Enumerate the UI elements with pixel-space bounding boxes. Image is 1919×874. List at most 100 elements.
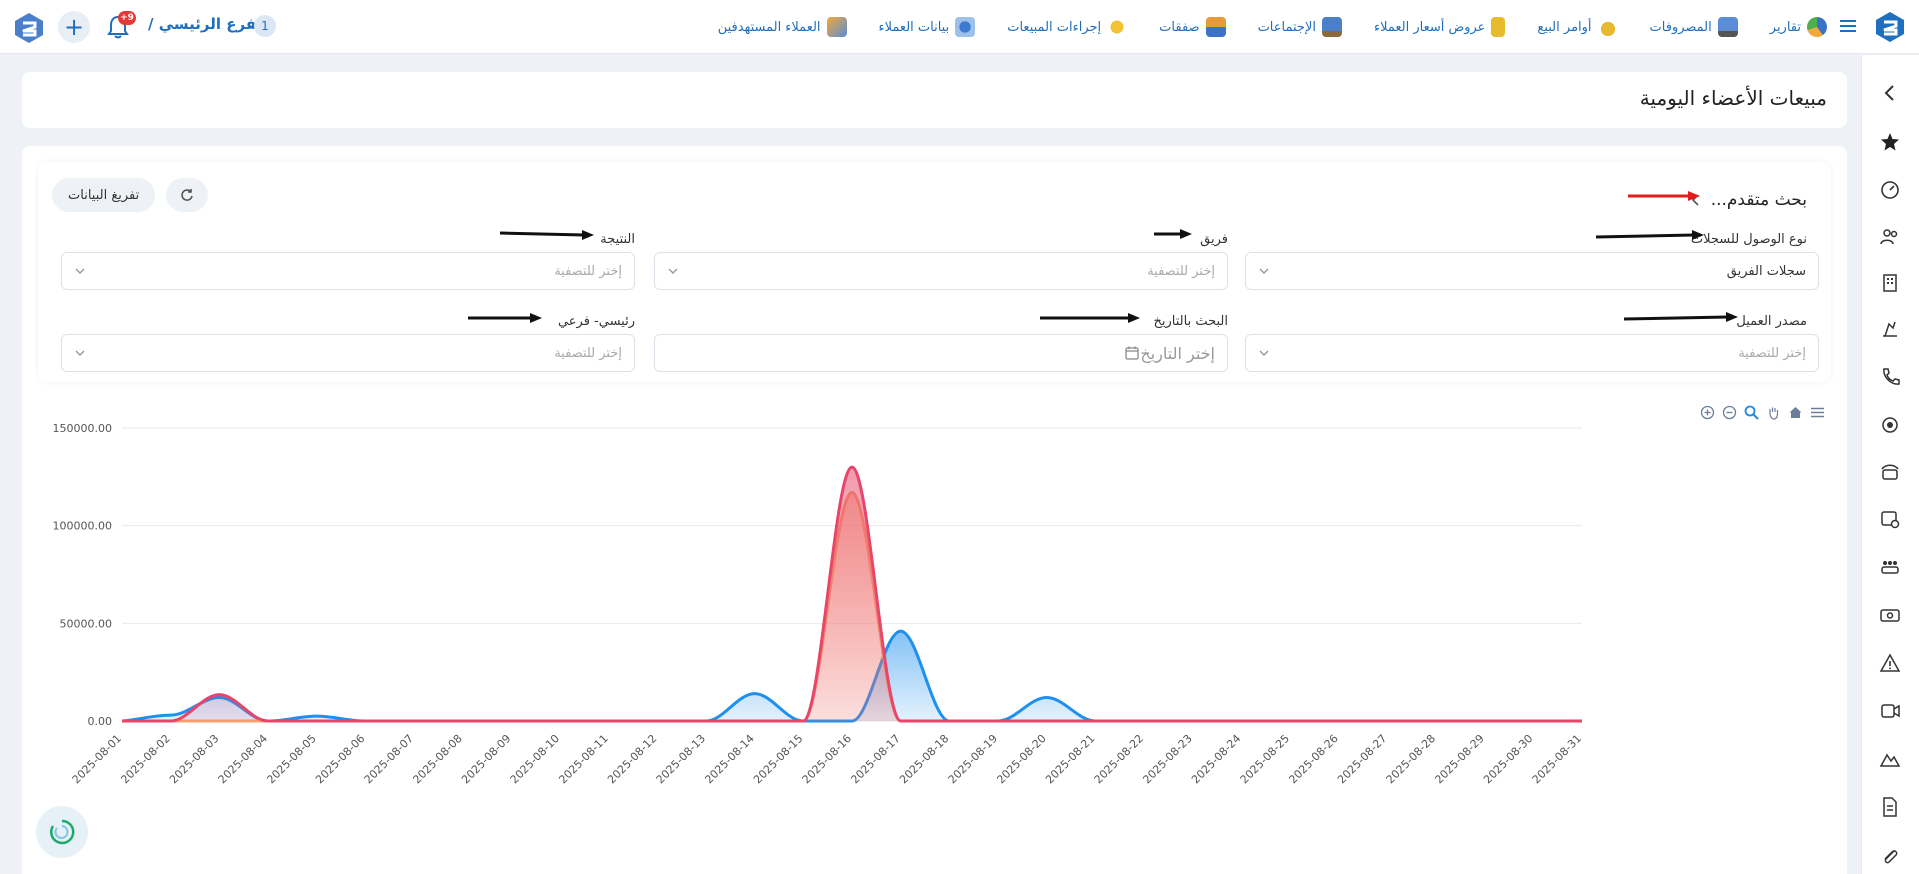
menu-icon[interactable] xyxy=(1839,17,1857,35)
building-icon[interactable] xyxy=(1878,271,1902,295)
branch-selector[interactable]: الفرع الرئيسي / xyxy=(148,15,268,33)
attachment-icon[interactable] xyxy=(1878,845,1902,869)
date-search-label: البحث بالتاريخ xyxy=(1153,314,1229,329)
x-tick-label: 2025-08-19 xyxy=(946,732,1000,786)
y-tick-label: 100000.00 xyxy=(53,520,113,533)
customer-source-label: مصدر العميل xyxy=(1736,314,1807,329)
x-tick-label: 2025-08-21 xyxy=(1043,732,1097,786)
calendar-settings-icon[interactable] xyxy=(1878,507,1902,531)
team-icon[interactable] xyxy=(1878,555,1902,579)
access-type-label: نوع الوصول للسجلات xyxy=(1690,232,1807,247)
x-tick-label: 2025-08-27 xyxy=(1335,732,1389,786)
main-sub-label: رئيسي- فرعي xyxy=(557,314,635,329)
users-icon[interactable] xyxy=(1878,225,1902,249)
x-tick-label: 2025-08-13 xyxy=(654,732,708,786)
x-tick-label: 2025-08-14 xyxy=(702,732,756,786)
sales-actions-icon xyxy=(1107,17,1128,37)
notification-badge: +9 xyxy=(118,11,136,25)
advanced-search-toggle[interactable]: بحث متقدم... xyxy=(1689,190,1807,210)
app-logo-icon[interactable] xyxy=(1873,10,1907,44)
nav-item-expenses[interactable]: المصروفات xyxy=(1650,17,1738,37)
money-icon[interactable] xyxy=(1878,603,1902,627)
spinner-icon xyxy=(50,819,75,845)
expenses-icon xyxy=(1717,17,1738,37)
access-type-select[interactable]: سجلات الفريق xyxy=(1245,252,1819,290)
annotation-arrow-team xyxy=(1154,229,1192,239)
series-area xyxy=(122,467,1582,721)
date-search-input[interactable]: إختر التاريخ xyxy=(654,334,1228,372)
main-card: بحث متقدم... تفريغ البيانات نوع الوصول ل… xyxy=(22,146,1847,874)
result-label: النتيجة xyxy=(600,232,635,247)
main-sub-select[interactable]: إختر للتصفية xyxy=(61,334,635,372)
nav-item-deals[interactable]: صفقات xyxy=(1159,17,1226,37)
x-tick-label: 2025-08-02 xyxy=(118,732,172,786)
telephone-icon[interactable] xyxy=(1878,460,1902,484)
phone-icon[interactable] xyxy=(1878,365,1902,389)
x-tick-label: 2025-08-15 xyxy=(751,732,805,786)
collapse-chevron-icon[interactable] xyxy=(1878,81,1902,105)
right-sidebar xyxy=(1861,55,1919,874)
customer-source-select[interactable]: إختر للتصفية xyxy=(1245,334,1819,372)
calendar-icon xyxy=(1125,346,1140,360)
deals-icon xyxy=(1205,17,1226,37)
document-money-icon[interactable] xyxy=(1878,795,1902,819)
annotation-arrow-main-sub xyxy=(468,313,542,323)
dashboard-gauge-icon[interactable] xyxy=(1878,177,1902,201)
terrain-icon[interactable] xyxy=(1878,747,1902,771)
x-tick-label: 2025-08-28 xyxy=(1384,732,1438,786)
secondary-logo-icon[interactable] xyxy=(12,11,46,45)
team-select[interactable]: إختر للتصفية xyxy=(654,252,1228,290)
result-select[interactable]: إختر للتصفية xyxy=(61,252,635,290)
nav-item-reports[interactable]: تقارير xyxy=(1770,17,1827,37)
target-icon[interactable] xyxy=(1878,413,1902,437)
top-bar: العملاء المستهدفين بيانات العملاء إجراءا… xyxy=(0,0,1919,54)
home-icon[interactable] xyxy=(1787,404,1803,420)
main-nav: العملاء المستهدفين بيانات العملاء إجراءا… xyxy=(718,0,1827,54)
reports-icon xyxy=(1807,17,1827,37)
chevron-down-icon xyxy=(75,268,85,274)
refresh-button[interactable] xyxy=(166,178,208,212)
nav-item-customer-data[interactable]: بيانات العملاء xyxy=(879,17,976,37)
filter-panel: بحث متقدم... تفريغ البيانات نوع الوصول ل… xyxy=(38,162,1831,382)
x-tick-label: 2025-08-09 xyxy=(459,732,513,786)
hamburger-menu-icon[interactable] xyxy=(1809,404,1825,420)
nav-item-sales-orders[interactable]: أوامر البيع xyxy=(1537,17,1618,37)
zoom-in-icon[interactable] xyxy=(1699,404,1715,420)
chevron-down-icon xyxy=(668,268,678,274)
star-icon[interactable] xyxy=(1878,130,1902,154)
add-button[interactable]: + xyxy=(58,11,90,43)
warning-icon[interactable] xyxy=(1878,651,1902,675)
x-tick-label: 2025-08-10 xyxy=(508,732,562,786)
nav-item-meetings[interactable]: الإجتماعات xyxy=(1258,17,1342,37)
nav-item-quotes[interactable]: عروض أسعار العملاء xyxy=(1374,17,1506,37)
series-line xyxy=(121,465,1582,723)
annotation-arrow-customer-source xyxy=(1624,312,1738,322)
magnifier-icon[interactable] xyxy=(1743,404,1759,420)
video-icon[interactable] xyxy=(1878,699,1902,723)
tools-icon[interactable] xyxy=(1878,317,1902,341)
x-tick-label: 2025-08-08 xyxy=(410,732,464,786)
sales-orders-icon xyxy=(1597,17,1618,37)
pan-hand-icon[interactable] xyxy=(1765,404,1781,420)
loading-widget[interactable] xyxy=(36,806,88,858)
nav-item-sales-actions[interactable]: إجراءات المبيعات xyxy=(1007,17,1128,37)
export-data-button[interactable]: تفريغ البيانات xyxy=(52,178,156,212)
x-tick-label: 2025-08-01 xyxy=(70,732,124,786)
x-tick-label: 2025-08-16 xyxy=(800,732,854,786)
x-tick-label: 2025-08-11 xyxy=(556,732,610,786)
y-tick-label: 0.00 xyxy=(88,715,113,728)
zoom-out-icon[interactable] xyxy=(1721,404,1737,420)
chevron-down-icon xyxy=(75,350,85,356)
x-tick-label: 2025-08-20 xyxy=(994,732,1048,786)
page-title: مبيعات الأعضاء اليومية xyxy=(1639,86,1827,110)
x-tick-label: 2025-08-31 xyxy=(1530,732,1584,786)
customer-data-icon xyxy=(955,17,976,37)
x-tick-label: 2025-08-24 xyxy=(1189,732,1243,786)
x-tick-label: 2025-08-17 xyxy=(848,732,902,786)
nav-item-target-customers[interactable]: العملاء المستهدفين xyxy=(718,17,847,37)
page-header: مبيعات الأعضاء اليومية xyxy=(22,72,1847,128)
chart-toolbar xyxy=(1699,404,1825,420)
target-customers-icon xyxy=(826,17,847,37)
x-tick-label: 2025-08-23 xyxy=(1140,732,1194,786)
x-tick-label: 2025-08-25 xyxy=(1238,732,1292,786)
